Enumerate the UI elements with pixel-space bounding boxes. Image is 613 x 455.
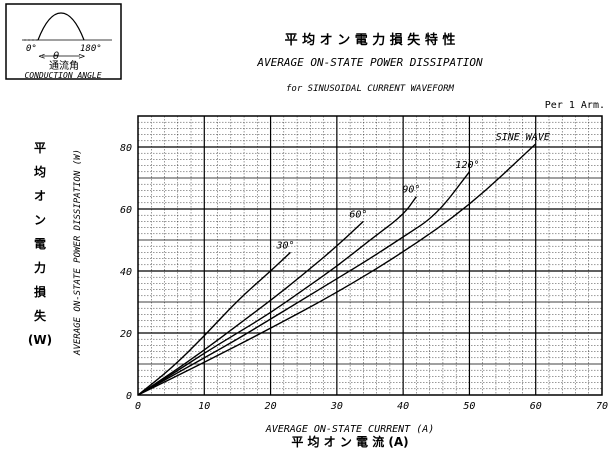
x-tick-label: 70 <box>596 401 608 412</box>
half-sine-wave-icon <box>37 12 85 41</box>
series-line <box>137 220 364 396</box>
y-axis-label-jp-char: 平 <box>34 141 46 155</box>
x-tick-label: 60 <box>530 401 542 412</box>
chart-note: Per 1 Arm. <box>545 100 605 111</box>
x-tick-label: 50 <box>463 401 475 412</box>
x-tick-label: 20 <box>265 401 277 412</box>
y-axis-label-jp-char: 電 <box>34 237 46 251</box>
y-axis-label-jp-char: (W) <box>28 333 52 347</box>
inset-jp-label: 通流角 <box>49 59 79 72</box>
arrow-left-icon: < <box>38 52 46 62</box>
plot-frame <box>137 115 603 396</box>
plot-area: 0 10 20 30 40 50 60 70 0 20 40 60 80 30° 60° 90° 120° SIN… <box>120 115 608 412</box>
series-label: 60° <box>349 209 367 220</box>
y-axis-label-jp-char: 均 <box>34 164 46 179</box>
y-axis-label-jp-char: 力 <box>34 260 46 275</box>
series-line <box>137 171 470 396</box>
chart-subtitle: for SINUSOIDAL CURRENT WAVEFORM <box>286 84 455 94</box>
y-tick-label: 80 <box>120 143 132 154</box>
y-tick-label: 60 <box>120 205 132 216</box>
y-axis-label-jp-char: 失 <box>34 308 47 323</box>
conduction-angle-inset: 0° 180° < > θ 通流角 CONDUCTION ANGLE <box>5 3 122 80</box>
inset-theta: θ <box>53 51 59 62</box>
arrow-right-icon: > <box>78 52 86 62</box>
x-tick-label: 30 <box>330 401 343 412</box>
series-line <box>137 143 537 396</box>
y-axis-label-jp-char: オ <box>34 189 46 203</box>
series-label: 120° <box>455 160 479 171</box>
y-tick-label: 0 <box>126 391 132 402</box>
series-label: SINE WAVE <box>496 132 550 143</box>
series-line <box>137 196 417 396</box>
y-tick-label: 20 <box>120 329 132 340</box>
x-axis-label-jp: 平 均 オ ン 電 流 (A) <box>291 434 408 449</box>
inset-en-label: CONDUCTION ANGLE <box>24 71 101 80</box>
series-label: 90° <box>402 185 420 196</box>
inset-angle-start: 0° <box>26 44 37 54</box>
y-tick-label: 40 <box>120 267 132 278</box>
series-line <box>137 251 291 396</box>
chart-title-jp: 平 均 オ ン 電 力 損 失 特 性 <box>285 32 456 48</box>
x-tick-label: 40 <box>397 401 409 412</box>
x-tick-label: 10 <box>198 401 210 412</box>
y-axis-label-jp-char: ン <box>34 213 46 227</box>
y-axis-label: AVERAGE ON-STATE POWER DISSIPATION (W) <box>73 149 83 356</box>
inset-angle-end: 180° <box>80 44 102 54</box>
x-tick-label: 0 <box>135 401 141 412</box>
chart-title: AVERAGE ON-STATE POWER DISSIPATION <box>256 56 483 69</box>
x-axis-label: AVERAGE ON-STATE CURRENT (A) <box>265 424 435 435</box>
y-axis-label-jp-char: 損 <box>34 284 47 299</box>
series-label: 30° <box>275 240 294 251</box>
